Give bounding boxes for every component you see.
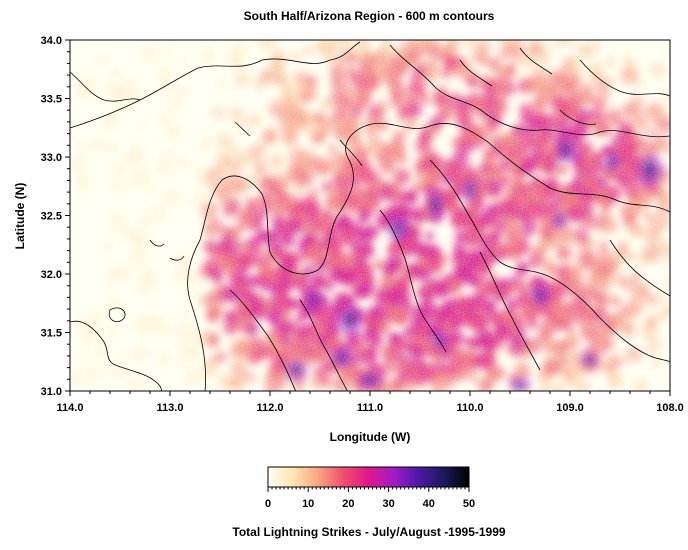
colorbar-tick-label: 40 [423, 498, 435, 510]
x-tick-label: 108.0 [656, 402, 684, 414]
heatmap-area [70, 40, 670, 391]
y-tick-label: 33.5 [41, 94, 62, 106]
x-tick-label: 111.0 [357, 402, 383, 414]
y-axis-label: Latitude (N) [13, 183, 27, 250]
y-tick-label: 32.0 [41, 269, 62, 281]
colorbar-tick-label: 30 [382, 498, 394, 510]
contour-line [389, 44, 670, 138]
colorbar: 0 10 20 30 40 50 Total Lightning Strikes - Ju… [232, 466, 506, 539]
x-tick-label: 109.0 [556, 402, 584, 414]
x-axis-label: Longitude (W) [330, 430, 411, 444]
colorbar-tick-label: 10 [302, 498, 314, 510]
contour-line [70, 320, 163, 391]
colorbar-tick-label: 50 [463, 498, 475, 510]
contour-line [579, 59, 670, 97]
x-tick-label: 112.0 [257, 402, 284, 414]
y-tick-label: 33.0 [41, 152, 62, 164]
y-tick-label: 32.5 [41, 211, 62, 223]
contour-line [479, 251, 541, 371]
y-tick-label: 31.5 [41, 328, 62, 340]
colorbar-tick-label: 20 [342, 498, 354, 510]
y-tick-label: 31.0 [41, 386, 62, 398]
contour-line [379, 209, 447, 353]
contour-line [547, 275, 670, 363]
contour-lines [70, 41, 670, 391]
colorbar-tick-label: 0 [265, 498, 271, 510]
x-axis: 114.0 113.0 112.0 111.0 110.0 109.0 108.0 [57, 391, 684, 414]
contour-line [609, 239, 670, 297]
chart-title: South Half/Arizona Region - 600 m contou… [244, 9, 495, 23]
contour-line [519, 47, 553, 75]
contour-line [108, 307, 126, 323]
contour-line [70, 41, 361, 129]
y-axis: 31.0 31.5 32.0 32.5 33.0 33.5 34.0 [41, 35, 70, 398]
contour-line [459, 59, 493, 87]
contour-line [149, 239, 165, 247]
colorbar-ticks: 0 10 20 30 40 50 [265, 487, 475, 510]
x-tick-label: 110.0 [457, 402, 484, 414]
contour-line [559, 109, 597, 125]
contour-line [169, 255, 185, 261]
contour-line [299, 299, 348, 391]
colorbar-gradient [267, 466, 470, 488]
y-tick-label: 34.0 [41, 35, 62, 47]
colorbar-title: Total Lightning Strikes - July/August -1… [232, 525, 505, 539]
x-tick-label: 113.0 [157, 402, 184, 414]
x-tick-label: 114.0 [57, 402, 84, 414]
speckle-overlay [70, 40, 670, 391]
contour-line [234, 121, 251, 137]
contour-line [429, 159, 549, 277]
contour-line [487, 141, 670, 213]
contour-line [339, 139, 363, 167]
contour-line [70, 71, 141, 102]
contour-line [187, 122, 489, 391]
contour-line [229, 289, 297, 391]
